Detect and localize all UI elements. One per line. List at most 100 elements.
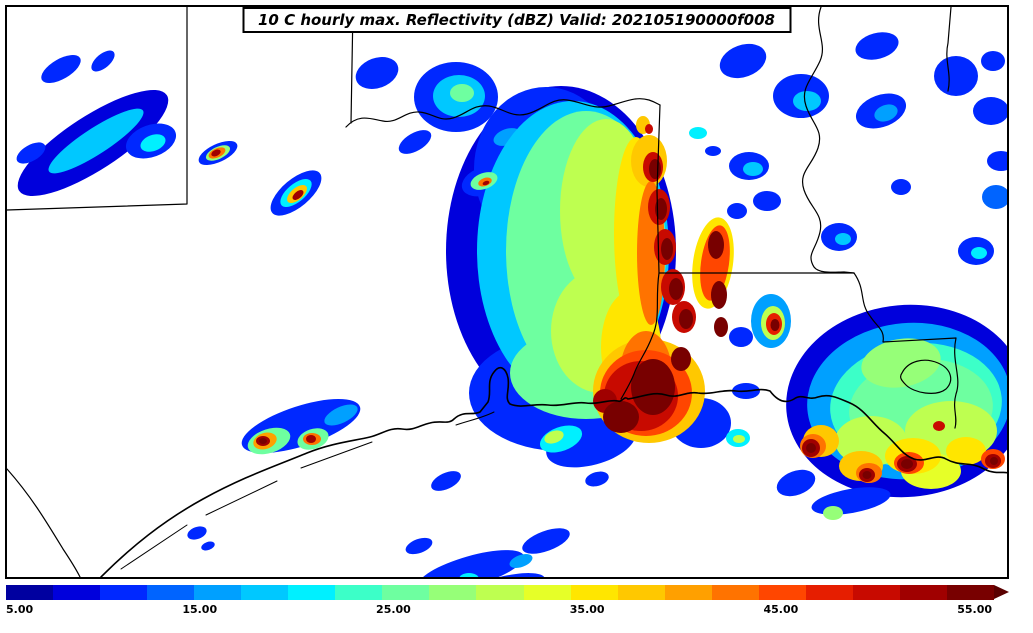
border-la-ms-pearl-river [853, 272, 959, 429]
border-red-river [345, 98, 661, 128]
colorbar-segment [617, 585, 665, 600]
colorbar-segment [147, 585, 195, 600]
radar-echo [901, 459, 913, 469]
colorbar-segment [382, 585, 430, 600]
colorbar-segment [946, 585, 994, 600]
colorbar-tick-label: 15.00 [182, 603, 218, 616]
colorbar-segment [6, 585, 54, 600]
border-nm-tx-corner [7, 7, 188, 211]
radar-echo [946, 437, 986, 465]
radar-echo [855, 32, 899, 60]
radar-echo [398, 130, 432, 154]
radar-echo [509, 554, 533, 568]
radar-echo [861, 338, 941, 388]
colorbar-tick-label: 35.00 [569, 603, 605, 616]
radar-echo [631, 359, 675, 415]
radar-echo [874, 104, 898, 122]
radar-echo [793, 91, 821, 111]
radar-echo [259, 438, 267, 444]
border-rio-grande [7, 468, 81, 577]
radar-echo [733, 435, 745, 443]
colorbar-segment [664, 585, 712, 600]
radar-echo [324, 404, 358, 426]
border-ms-al [946, 7, 952, 92]
radar-echo [48, 108, 144, 174]
colorbar-segment [852, 585, 900, 600]
colorbar-segment [570, 585, 618, 600]
radar-echo [41, 55, 81, 83]
radar-echo [187, 526, 207, 540]
radar-echo [990, 457, 998, 465]
radar-echo [649, 159, 661, 179]
radar-echo [727, 203, 747, 219]
colorbar-tick-label: 25.00 [376, 603, 411, 616]
radar-echo [891, 179, 911, 195]
barrier-islands [120, 411, 495, 570]
radar-echo [603, 401, 639, 433]
border-mississippi-river [802, 7, 855, 274]
radar-echo [431, 471, 461, 491]
radar-echo [835, 233, 851, 245]
colorbar-segment [241, 585, 289, 600]
radar-echo [981, 51, 1005, 71]
radar-echo [522, 528, 570, 554]
radar-echo [705, 146, 721, 156]
radar-echo [16, 142, 46, 164]
colorbar-segment [335, 585, 383, 600]
radar-echo [862, 471, 872, 479]
colorbar [6, 585, 994, 600]
radar-echo [211, 149, 221, 157]
colorbar-segment [429, 585, 477, 600]
radar-echo [645, 124, 653, 134]
colorbar-segment [476, 585, 524, 600]
radar-echo [140, 134, 166, 152]
radar-echo [776, 469, 816, 497]
radar-echo [743, 162, 763, 176]
radar-echo [450, 84, 474, 102]
radar-echo [544, 430, 564, 444]
colorbar-tick-label: 5.00 [6, 603, 34, 616]
map-title-box: 10 C hourly max. Reflectivity (dBZ) Vali… [242, 7, 791, 33]
colorbar-tick-label: 45.00 [763, 603, 799, 616]
colorbar-tick-labels: 5.00 15.00 25.00 35.00 45.00 55.00 [0, 603, 1033, 621]
radar-echo [708, 231, 724, 259]
border-tx-ar-la-sabine [620, 104, 661, 400]
colorbar-overflow-arrow [994, 585, 1009, 599]
colorbar-segment [711, 585, 759, 600]
radar-echo [306, 435, 316, 443]
colorbar-segment [805, 585, 853, 600]
map-title: 10 C hourly max. Reflectivity (dBZ) Vali… [258, 11, 775, 29]
radar-echo [714, 317, 728, 337]
radar-echo [711, 281, 727, 309]
radar-echo [201, 541, 215, 551]
colorbar-tick-label: 55.00 [957, 603, 993, 616]
colorbar-segment [899, 585, 947, 600]
radar-echo [973, 97, 1007, 125]
radar-echo [689, 127, 707, 139]
radar-echo [679, 309, 693, 329]
coastline-gulf [100, 366, 1007, 577]
radar-echo [671, 347, 691, 371]
radar-echo [934, 56, 978, 96]
radar-echoes [16, 32, 1007, 577]
colorbar-segment [100, 585, 148, 600]
colorbar-segment [523, 585, 571, 600]
radar-echo [933, 421, 945, 431]
radar-echo [729, 327, 753, 347]
radar-echo [585, 471, 609, 487]
colorbar-segment [288, 585, 336, 600]
radar-echo [459, 573, 479, 577]
radar-echo [417, 550, 525, 577]
radar-echo [355, 57, 399, 89]
lake-pontchartrain [900, 359, 952, 394]
radar-echo [982, 185, 1007, 209]
radar-echo [987, 151, 1007, 171]
radar-echo [971, 247, 987, 259]
radar-echo [661, 238, 673, 260]
radar-echo [91, 50, 115, 72]
radar-echo [806, 443, 816, 453]
colorbar-segment [758, 585, 806, 600]
radar-echo [823, 506, 843, 520]
radar-echo [292, 190, 304, 200]
